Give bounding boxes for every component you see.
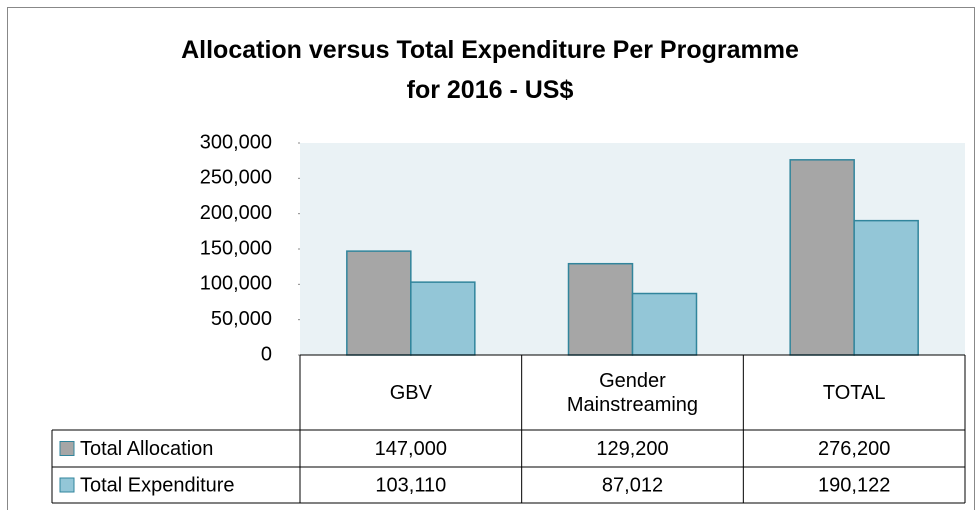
legend-key	[59, 477, 75, 493]
bar	[410, 281, 476, 356]
data-label: 87,012	[602, 474, 663, 496]
y-tick-label: 300,000	[200, 131, 272, 153]
bar	[853, 219, 919, 356]
legend-label: Total Expenditure	[80, 474, 235, 496]
legend-label: Total Allocation	[80, 438, 213, 460]
bar	[346, 250, 412, 356]
x-tick-text: GBV	[389, 381, 432, 404]
y-tick-label: 200,000	[200, 202, 272, 224]
x-tick-label: TOTAL	[743, 355, 965, 430]
bar	[631, 292, 698, 356]
data-label: 129,200	[596, 438, 668, 460]
y-tick-label: 100,000	[200, 273, 272, 295]
x-tick-text: Gender Mainstreaming	[566, 369, 699, 416]
bar	[789, 159, 855, 356]
data-label: 190,122	[818, 474, 890, 496]
y-tick-label: 0	[261, 343, 272, 365]
y-tick-label: 150,000	[200, 237, 272, 259]
category-cell: Gender Mainstreaming	[522, 355, 744, 430]
x-tick-text: TOTAL	[822, 381, 886, 404]
chart-title: Allocation versus Total Expenditure Per …	[181, 36, 799, 104]
category-cell: TOTAL	[743, 355, 965, 430]
y-tick-label: 50,000	[211, 308, 272, 330]
x-tick-label: GBV	[300, 355, 522, 430]
y-tick-label: 250,000	[200, 167, 272, 189]
data-label: 103,110	[375, 474, 446, 496]
bar	[567, 262, 634, 356]
data-label: 147,000	[375, 438, 447, 460]
category-cell: GBV	[300, 355, 522, 430]
x-tick-label: Gender Mainstreaming	[522, 355, 744, 430]
legend-key	[59, 441, 75, 456]
chart-title-box: Allocation versus Total Expenditure Per …	[181, 36, 799, 104]
data-label: 276,200	[818, 438, 890, 460]
